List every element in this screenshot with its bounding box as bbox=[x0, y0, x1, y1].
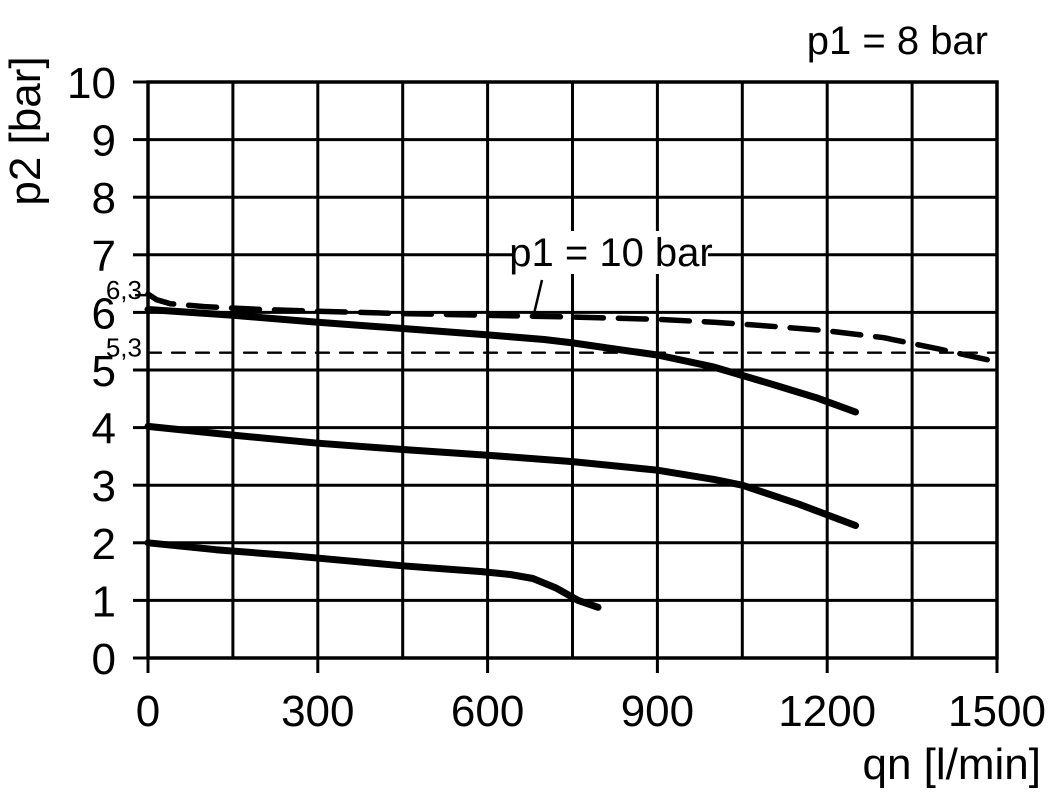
x-axis-label: qn [l/min] bbox=[862, 740, 1041, 789]
y-tick-label: 9 bbox=[92, 117, 116, 166]
y-tick-label: 10 bbox=[67, 59, 116, 108]
curve-regulation-4bar bbox=[144, 422, 859, 529]
annotation-group: p1 = 10 bar bbox=[509, 231, 713, 319]
annotation-background bbox=[514, 231, 708, 274]
chart-plot-area: 0 300 600 900 1200 1500 0 1 2 3 4 5 6 7 8 9 10 6,3 5,3 bbox=[67, 59, 1046, 736]
x-tick-label: 1200 bbox=[778, 687, 876, 736]
y-tick-label: 5 bbox=[92, 347, 116, 396]
y-extra-label: 6,3 bbox=[106, 275, 142, 305]
x-tick-label: 900 bbox=[621, 687, 694, 736]
y-tick-label: 4 bbox=[92, 405, 116, 454]
y-axis-label: p2 [bar] bbox=[1, 56, 50, 205]
y-tick-label: 8 bbox=[92, 174, 116, 223]
x-tick-label: 300 bbox=[281, 687, 354, 736]
y-tick-label: 7 bbox=[92, 232, 116, 281]
y-tick-label: 6 bbox=[92, 289, 116, 338]
chart-title: p1 = 8 bar bbox=[807, 19, 988, 63]
curve-regulation-6bar bbox=[144, 306, 859, 416]
x-tick-label: 1500 bbox=[948, 687, 1046, 736]
y-tick-label: 0 bbox=[92, 635, 116, 684]
y-tick-label: 1 bbox=[92, 577, 116, 626]
x-tick-label: 0 bbox=[136, 687, 160, 736]
annotation-p1-10bar: p1 = 10 bar bbox=[509, 231, 713, 275]
curve-p1-10bar bbox=[145, 291, 1000, 365]
curve-regulation-2bar bbox=[144, 539, 602, 611]
annotation-leader-line bbox=[531, 279, 544, 319]
x-tick-label: 600 bbox=[451, 687, 524, 736]
y-tick-label: 3 bbox=[92, 462, 116, 511]
y-extra-label: 5,3 bbox=[106, 333, 142, 363]
y-tick-label: 2 bbox=[92, 520, 116, 569]
